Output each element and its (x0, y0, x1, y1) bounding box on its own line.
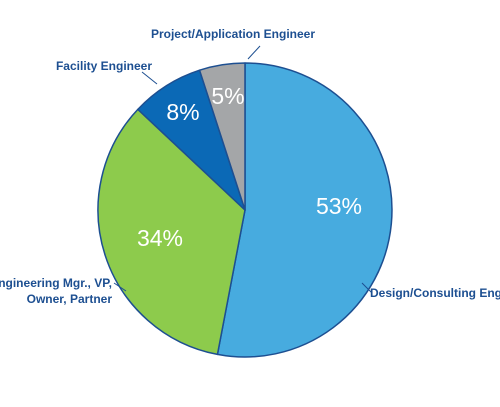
pie-slice-1 (97, 108, 246, 356)
slices-layer (97, 62, 393, 358)
leader-line-2 (141, 71, 158, 85)
percent-labels-layer: 53% 34% 8% 5% (137, 83, 362, 251)
slice-percent-label-3: 5% (211, 83, 244, 109)
leader-lines-layer (113, 45, 373, 294)
leader-line-3 (247, 45, 261, 60)
pie-slice-0 (216, 62, 393, 358)
category-label-1: Engineering Mgr., VP, Owner, Partner (0, 276, 112, 306)
leader-line-1 (113, 282, 127, 292)
slice-percent-label-2: 8% (166, 99, 199, 125)
category-label-0: Design/Consulting Engineer (370, 286, 500, 300)
category-label-3: Project/Application Engineer (151, 27, 315, 41)
slice-percent-label-0: 53% (316, 193, 362, 219)
category-label-3-line-0: Project/Application Engineer (151, 27, 315, 41)
category-label-2: Facility Engineer (56, 59, 152, 73)
pie-slice-3 (198, 62, 246, 211)
category-label-1-line-1: Owner, Partner (27, 292, 113, 306)
category-label-2-line-0: Facility Engineer (56, 59, 152, 73)
category-label-1-line-0: Engineering Mgr., VP, (0, 276, 112, 290)
category-labels-layer: Design/Consulting Engineer Engineering Mg… (0, 27, 500, 306)
category-label-0-line-0: Design/Consulting Engineer (370, 286, 500, 300)
slice-percent-label-1: 34% (137, 225, 183, 251)
leader-line-0 (361, 282, 373, 294)
